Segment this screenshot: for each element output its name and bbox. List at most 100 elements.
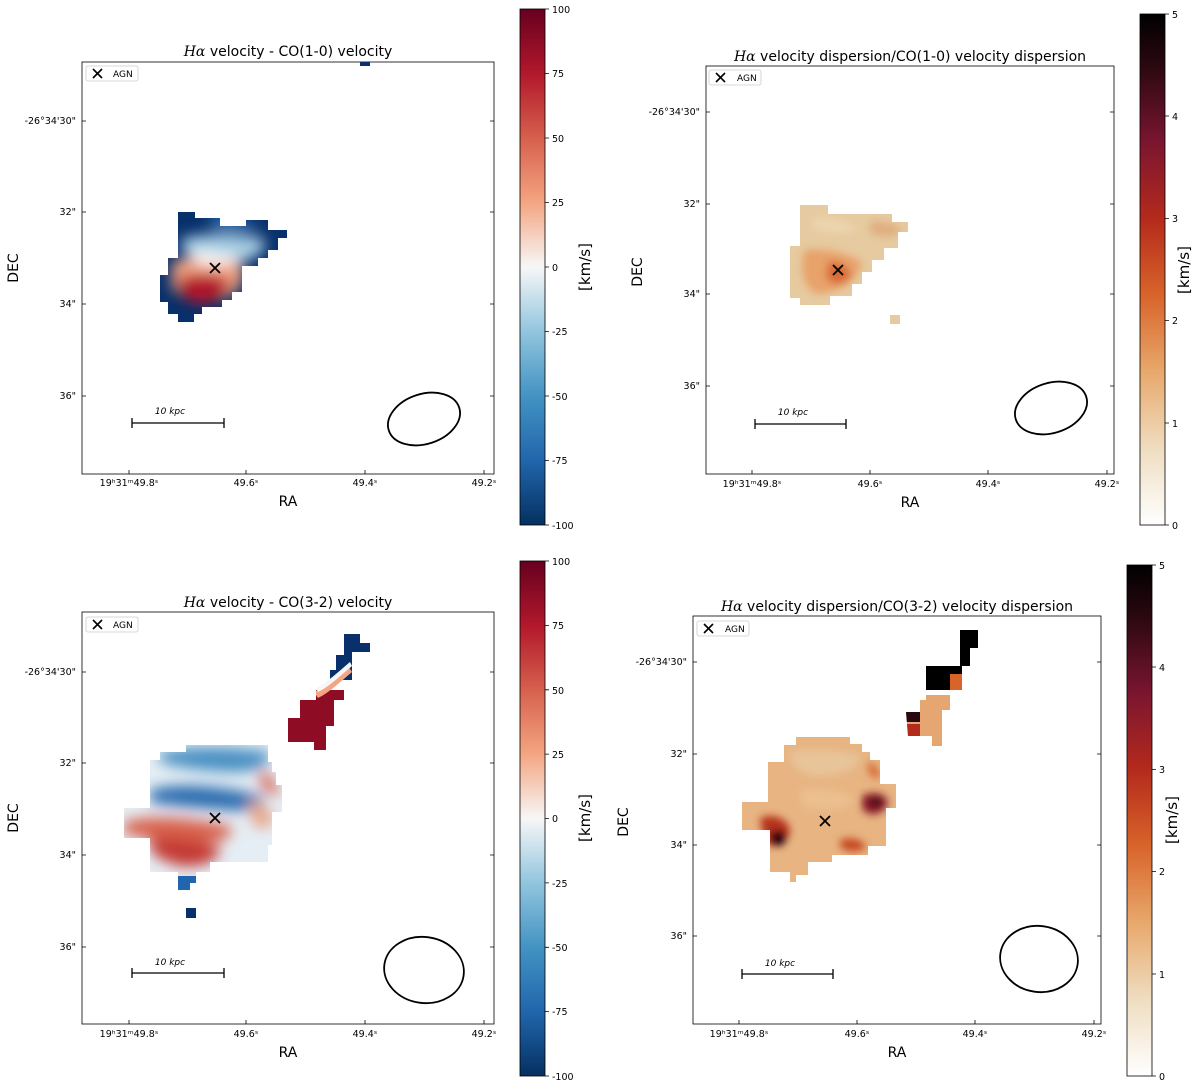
panel-c-colorbar: 100 75 50 25 0 -25 -50 -75 -100 [km/s] (519, 557, 594, 1083)
panel-c-cb-tick: -25 (552, 879, 568, 890)
panel-a-cb-tick: 0 (552, 263, 558, 274)
panel-b-legend-label: AGN (737, 74, 757, 84)
panel-c-cb-label: [km/s] (576, 794, 594, 842)
panel-d-xtick: 49.4ˢ (963, 1029, 988, 1040)
panel-c-ytick: -26°34'30" (25, 667, 76, 678)
panel-a-ytick: 34" (60, 299, 76, 310)
panel-c-scalebar: 10 kpc (131, 958, 225, 978)
panel-d-xtick: 49.2ˢ (1082, 1029, 1107, 1040)
panel-b-xlabel: RA (901, 495, 920, 511)
panel-d-cb-tick: 1 (1159, 970, 1165, 981)
panel-c-cb-tick: -100 (552, 1072, 574, 1083)
panel-c-ylabel: DEC (6, 803, 22, 833)
panel-b-ylabel: DEC (630, 257, 646, 287)
panel-a-ytick: -26°34'30" (25, 116, 76, 127)
panel-ha-minus-co32-velocity: Hα velocity - CO(3-2) velocity (6, 557, 594, 1083)
panel-d-agn-marker (819, 815, 831, 827)
panel-a-beam (387, 391, 461, 447)
panel-c-ytick: 32" (60, 758, 76, 769)
panel-b-ytick: 32" (684, 199, 700, 210)
panel-d-ylabel: DEC (616, 807, 632, 837)
panel-b-cb-tick: 1 (1172, 419, 1178, 430)
panel-b-title-prefix: Hα (733, 49, 756, 65)
panel-d-cb-tick: 2 (1159, 867, 1165, 878)
panel-b-cb-tick: 3 (1172, 214, 1178, 225)
panel-c-cb-tick: 25 (552, 750, 564, 761)
panel-d-cb-label: [km/s] (1163, 796, 1181, 844)
panel-b-agn-marker (832, 264, 844, 276)
panel-a-cb-tick: 25 (552, 198, 564, 209)
panel-d-legend-label: AGN (725, 625, 745, 635)
panel-a-xtick: 49.6ˢ (234, 478, 259, 489)
panel-b-xtick: 49.2ˢ (1095, 479, 1120, 490)
panel-ha-over-co10-dispersion: Hα velocity dispersion/CO(1-0) velocity … (630, 10, 1193, 532)
panel-b-cb-tick: 5 (1172, 10, 1178, 21)
panel-a-axes (81, 61, 495, 475)
panel-c-ytick: 34" (60, 850, 76, 861)
panel-d-colorbar: 5 4 3 2 1 0 [km/s] (1126, 561, 1181, 1083)
panel-a-xtick: 49.4ˢ (353, 478, 378, 489)
panel-a-title: Hα velocity - CO(1-0) velocity (183, 44, 393, 60)
panel-c-xlabel: RA (279, 1045, 298, 1061)
panel-c-xtick: 49.2ˢ (472, 1029, 497, 1040)
panel-b-ytick: 34" (684, 289, 700, 300)
panel-c-title-prefix: Hα (183, 595, 206, 611)
panel-c-cb-tick: 50 (552, 686, 564, 697)
panel-a-ylabel: DEC (6, 253, 22, 283)
panel-a-colorbar: 100 75 50 25 0 -25 -50 -75 -100 [km/s] (519, 5, 594, 532)
panel-a-scalebar-label: 10 kpc (155, 407, 185, 417)
panel-c-cb-tick: 75 (552, 621, 564, 632)
panel-c-xtick: 49.4ˢ (353, 1029, 378, 1040)
panel-a-cb-tick: 50 (552, 134, 564, 145)
panel-b-scalebar: 10 kpc (754, 408, 847, 429)
panel-d-cb-tick: 4 (1159, 663, 1165, 674)
panel-d-xlabel: RA (888, 1045, 907, 1061)
panel-b-axes (705, 65, 1115, 475)
panel-c-xtick: 19ʰ31ᵐ49.8ˢ (100, 1029, 159, 1040)
panel-d-xtick: 19ʰ31ᵐ49.8ˢ (710, 1029, 769, 1040)
panel-a-ytick: 32" (60, 207, 76, 218)
panel-c-legend: AGN (85, 616, 139, 633)
panel-b-ytick: 36" (684, 381, 700, 392)
panel-d-cb-tick: 5 (1159, 561, 1165, 572)
panel-d-ytick: -26°34'30" (636, 657, 687, 668)
panel-b-title-suffix: velocity dispersion/CO(1-0) velocity dis… (756, 49, 1086, 65)
panel-a-xtick: 19ʰ31ᵐ49.8ˢ (100, 478, 159, 489)
panel-b-cb-tick: 4 (1172, 112, 1178, 123)
panel-d-title: Hα velocity dispersion/CO(3-2) velocity … (720, 599, 1073, 615)
panel-d-scalebar-label: 10 kpc (765, 959, 795, 969)
panel-b-scalebar-label: 10 kpc (778, 408, 808, 418)
panel-b-cb-label: [km/s] (1175, 246, 1193, 294)
panel-c-agn-marker (209, 812, 221, 824)
panel-a-agn-marker (209, 262, 221, 274)
panel-a-xtick: 49.2ˢ (472, 478, 497, 489)
panel-c-xtick: 49.6ˢ (234, 1029, 259, 1040)
panel-c-beam (383, 935, 465, 1005)
panel-b-ytick: -26°34'30" (649, 107, 700, 118)
panel-b-legend: AGN (708, 69, 762, 86)
panel-d-title-prefix: Hα (720, 599, 743, 615)
panel-d-scalebar: 10 kpc (741, 959, 834, 979)
panel-a-cb-tick: 75 (552, 69, 564, 80)
panel-b-cb-tick: 2 (1172, 316, 1178, 327)
panel-d-title-suffix: velocity dispersion/CO(3-2) velocity dis… (743, 599, 1073, 615)
panel-d-xtick: 49.6ˢ (845, 1029, 870, 1040)
panel-d-legend: AGN (696, 620, 750, 637)
panel-d-beam (999, 924, 1079, 994)
panel-b-cb-tick: 0 (1172, 521, 1178, 532)
panel-a-cb-label: [km/s] (576, 243, 594, 291)
panel-c-cb-tick: -50 (552, 943, 568, 954)
panel-c-cb-tick: 0 (552, 814, 558, 825)
panel-ha-over-co32-dispersion: Hα velocity dispersion/CO(3-2) velocity … (616, 561, 1181, 1083)
panel-a-cb-tick: -50 (552, 392, 568, 403)
panel-c-title: Hα velocity - CO(3-2) velocity (183, 595, 393, 611)
panel-c-ytick: 36" (60, 942, 76, 953)
panel-b-beam (1014, 380, 1088, 436)
panel-a-cb-tick: -75 (552, 456, 568, 467)
panel-d-ytick: 32" (671, 749, 687, 760)
panel-b-title: Hα velocity dispersion/CO(1-0) velocity … (733, 49, 1086, 65)
panel-c-title-suffix: velocity - CO(3-2) velocity (205, 595, 392, 611)
panel-a-edge-pixel (360, 62, 370, 66)
panel-b-xtick: 49.4ˢ (976, 479, 1001, 490)
panel-ha-minus-co10-velocity: Hα velocity - CO(1-0) velocity AGN (6, 5, 594, 532)
